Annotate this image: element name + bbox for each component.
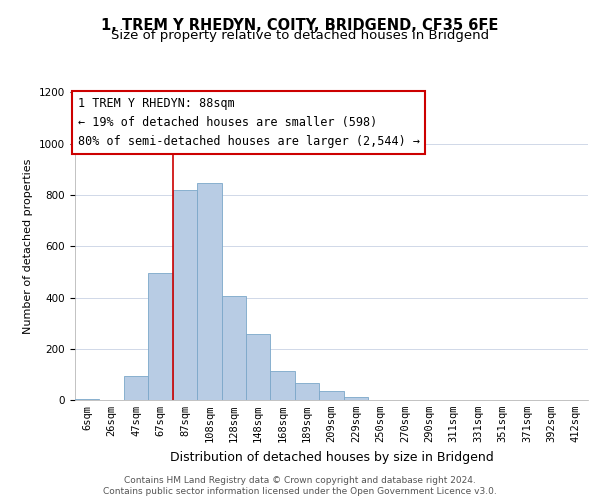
Bar	[221, 296, 246, 400]
Text: Size of property relative to detached houses in Bridgend: Size of property relative to detached ho…	[111, 29, 489, 42]
Text: 1, TREM Y RHEDYN, COITY, BRIDGEND, CF35 6FE: 1, TREM Y RHEDYN, COITY, BRIDGEND, CF35 …	[101, 18, 499, 32]
Bar	[246, 334, 271, 400]
Y-axis label: Number of detached properties: Number of detached properties	[23, 158, 34, 334]
Bar	[75, 398, 100, 400]
Text: 1 TREM Y RHEDYN: 88sqm
← 19% of detached houses are smaller (598)
80% of semi-de: 1 TREM Y RHEDYN: 88sqm ← 19% of detached…	[77, 97, 419, 148]
Bar	[295, 382, 319, 400]
Bar	[344, 397, 368, 400]
Bar	[148, 273, 173, 400]
Bar	[173, 190, 197, 400]
X-axis label: Distribution of detached houses by size in Bridgend: Distribution of detached houses by size …	[170, 450, 493, 464]
Bar	[271, 372, 295, 400]
Bar	[124, 376, 148, 400]
Text: Contains HM Land Registry data © Crown copyright and database right 2024.: Contains HM Land Registry data © Crown c…	[124, 476, 476, 485]
Text: Contains public sector information licensed under the Open Government Licence v3: Contains public sector information licen…	[103, 487, 497, 496]
Bar	[319, 391, 344, 400]
Bar	[197, 182, 221, 400]
